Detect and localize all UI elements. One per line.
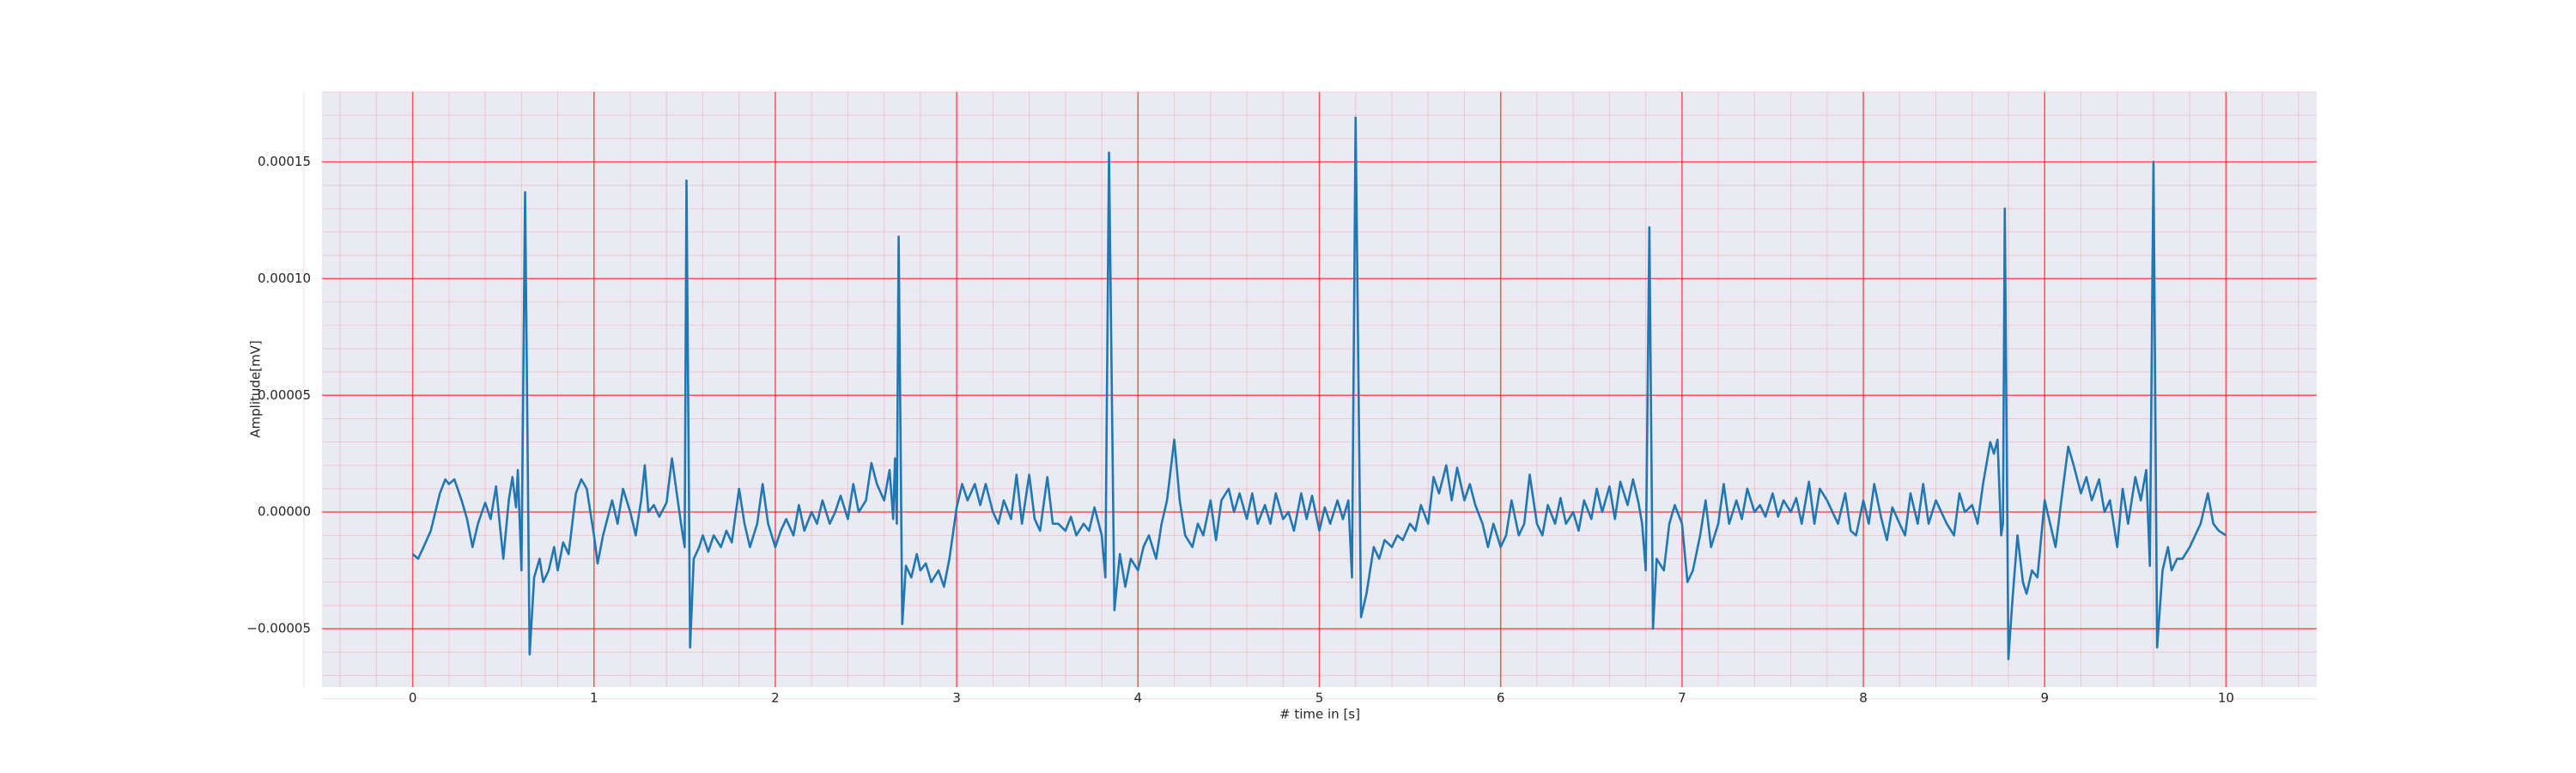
x-axis-label: # time in [s] bbox=[1279, 707, 1360, 722]
x-tick-label: 4 bbox=[1134, 691, 1143, 706]
x-tick-label: 5 bbox=[1315, 691, 1324, 706]
x-tick-label: 1 bbox=[590, 691, 598, 706]
x-tick-label: 8 bbox=[1859, 691, 1868, 706]
y-tick-label: 0.00005 bbox=[258, 387, 311, 403]
x-tick-label: 3 bbox=[952, 691, 961, 706]
x-tick-label: 10 bbox=[2218, 691, 2234, 706]
signal-line bbox=[411, 116, 2227, 660]
marks bbox=[411, 116, 2227, 660]
y-tick-label: 0.00015 bbox=[258, 154, 311, 169]
x-tick-label: 0 bbox=[409, 691, 417, 706]
x-tick-label: 9 bbox=[2040, 691, 2049, 706]
x-tick-label: 6 bbox=[1497, 691, 1505, 706]
x-tick-label: 2 bbox=[771, 691, 780, 706]
y-tick-label: −0.00005 bbox=[246, 621, 311, 636]
x-tick-label: 7 bbox=[1678, 691, 1686, 706]
grid bbox=[303, 91, 2317, 700]
y-tick-label: 0.00010 bbox=[258, 271, 311, 286]
y-tick-label: 0.00000 bbox=[258, 504, 311, 520]
y-axis-label: Amplitude[mV] bbox=[248, 340, 264, 437]
labels: # time in [s] Amplitude[mV] 0 1 2 3 4 5 6 7 8 9 10… bbox=[246, 154, 2234, 721]
